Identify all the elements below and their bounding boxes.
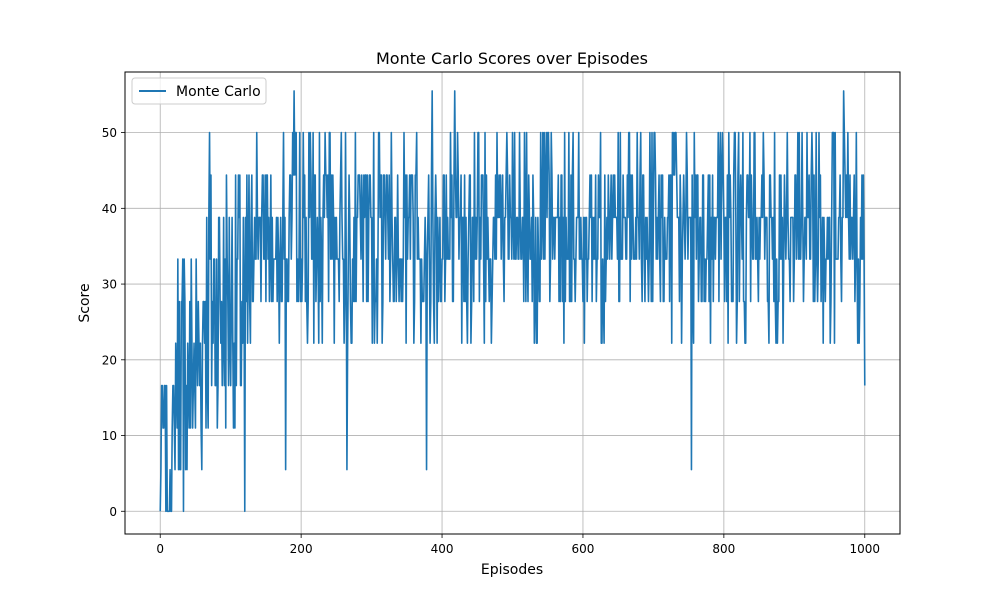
x-axis-label: Episodes (481, 562, 543, 578)
chart-title: Monte Carlo Scores over Episodes (376, 49, 648, 68)
y-tick-label: 20 (102, 353, 117, 367)
series-layer (159, 90, 866, 513)
x-tick-label: 400 (431, 542, 454, 556)
series-line-monte-carlo (159, 90, 866, 513)
x-tick-label: 0 (156, 542, 164, 556)
x-tick-label: 600 (572, 542, 595, 556)
y-tick-label: 0 (109, 505, 117, 519)
legend-label-monte-carlo: Monte Carlo (176, 84, 261, 100)
y-tick-label: 10 (102, 429, 117, 443)
y-axis-label: Score (77, 283, 93, 322)
axis-ticks: 0 200 400 600 800 1000 0 10 20 30 40 50 (102, 126, 880, 556)
legend-box (131, 77, 267, 105)
plot-frame (124, 71, 901, 535)
y-tick-label: 50 (102, 126, 117, 140)
y-tick-label: 30 (102, 278, 117, 292)
legend: Monte Carlo (131, 77, 267, 105)
x-tick-label: 800 (712, 542, 735, 556)
y-tick-label: 40 (102, 202, 117, 216)
x-tick-label: 200 (290, 542, 313, 556)
x-tick-label: 1000 (849, 542, 880, 556)
